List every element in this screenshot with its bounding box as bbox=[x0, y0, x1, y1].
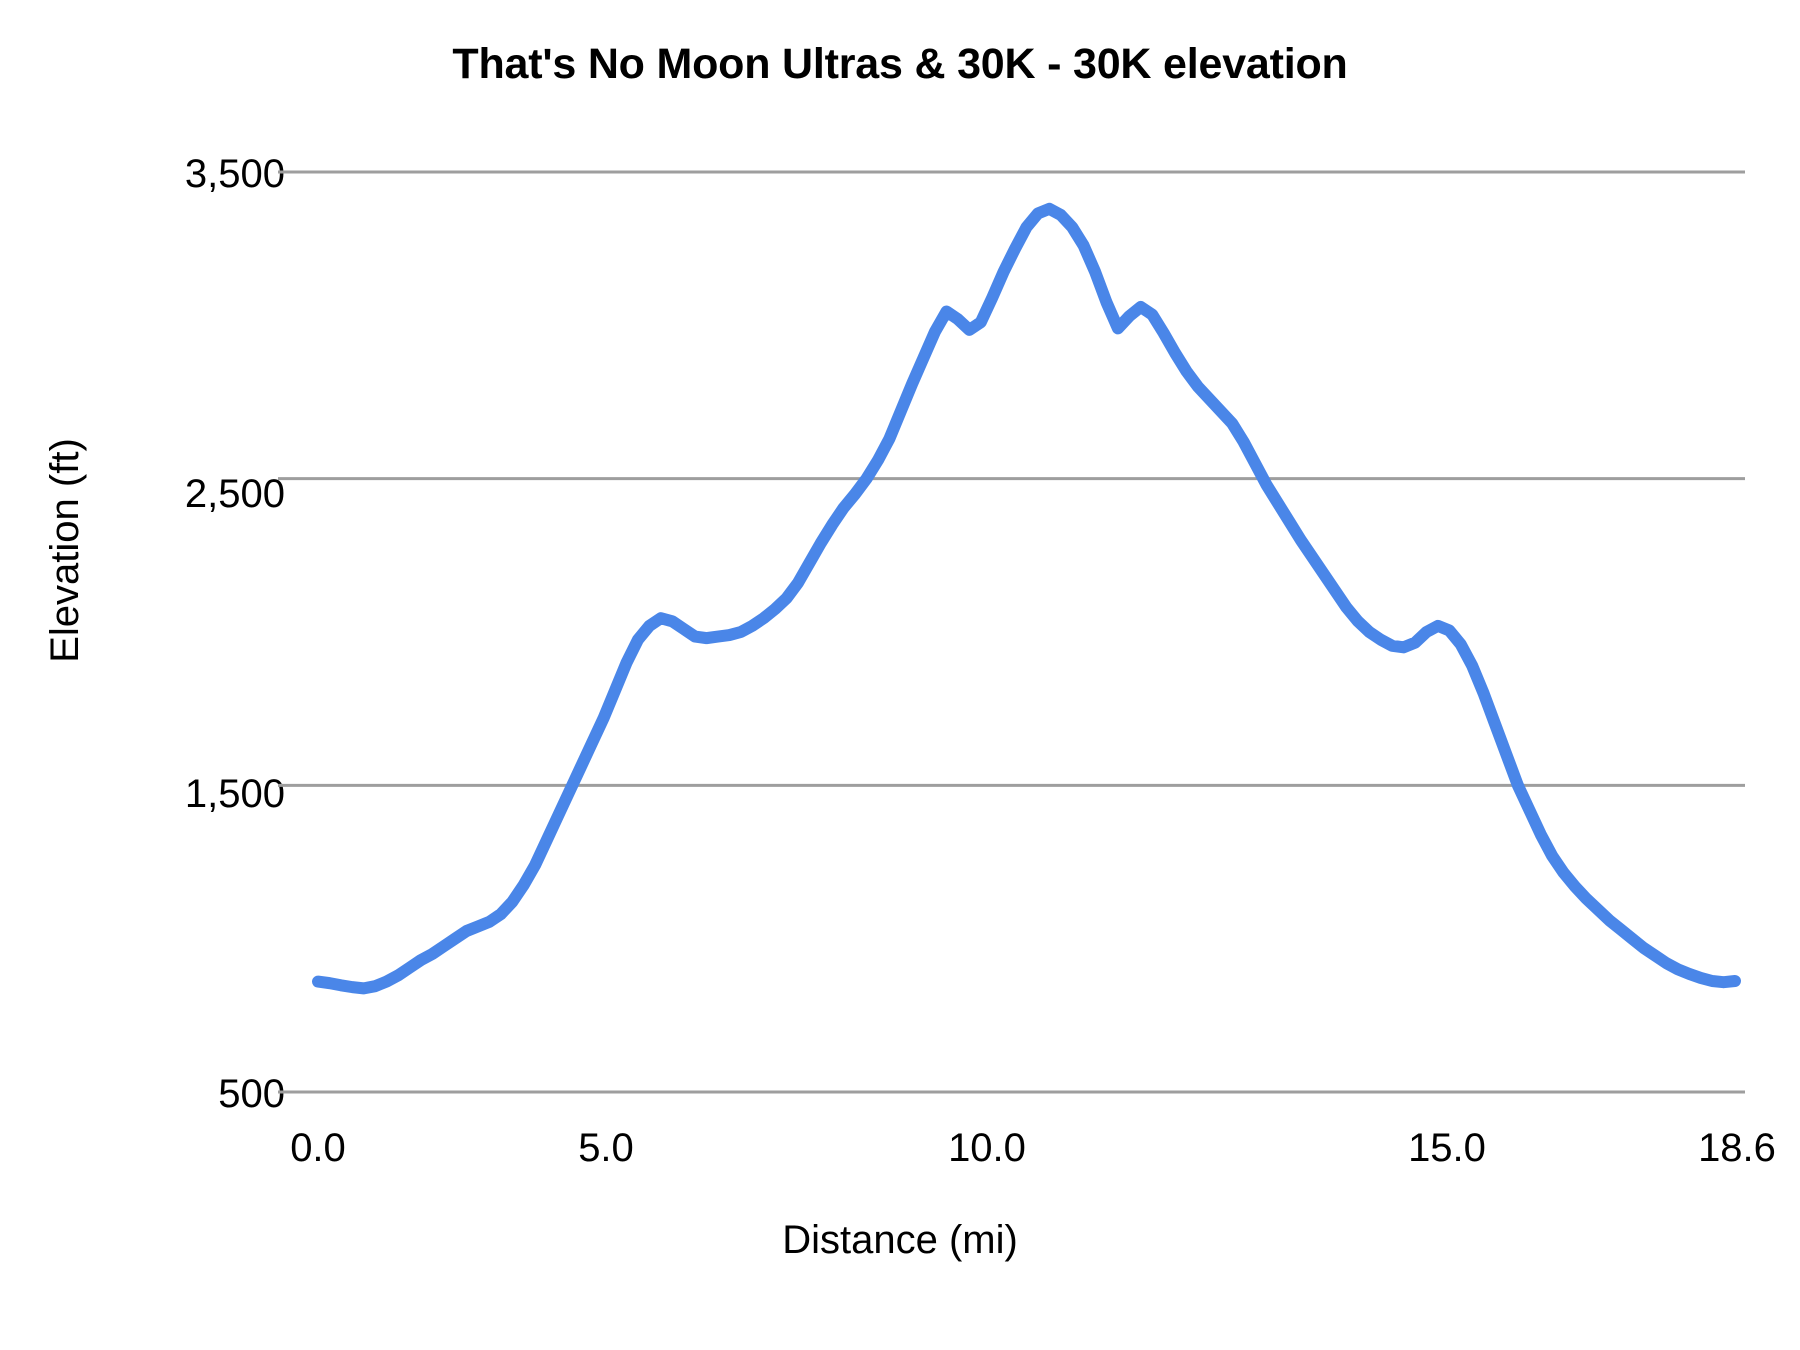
x-tick-label-15: 15.0 bbox=[1408, 1126, 1486, 1170]
y-tick-label-1500: 1,500 bbox=[184, 772, 285, 816]
series-line-0 bbox=[312, 202, 1741, 995]
x-axis-title: Distance (mi) bbox=[782, 1218, 1018, 1262]
y-tick-label-500: 500 bbox=[218, 1072, 285, 1116]
x-tick-label-10: 10.0 bbox=[948, 1126, 1026, 1170]
x-tick-label-0: 0.0 bbox=[290, 1126, 346, 1170]
chart-title: That's No Moon Ultras & 30K - 30K elevat… bbox=[452, 40, 1348, 88]
y-tick-label-2500: 2,500 bbox=[184, 472, 285, 516]
series-group bbox=[312, 202, 1741, 995]
x-tick-label-18-6: 18.6 bbox=[1698, 1126, 1776, 1170]
x-tick-label-5: 5.0 bbox=[578, 1126, 634, 1170]
gridlines bbox=[278, 170, 1745, 1094]
y-tick-label-3500: 3,500 bbox=[184, 152, 285, 196]
